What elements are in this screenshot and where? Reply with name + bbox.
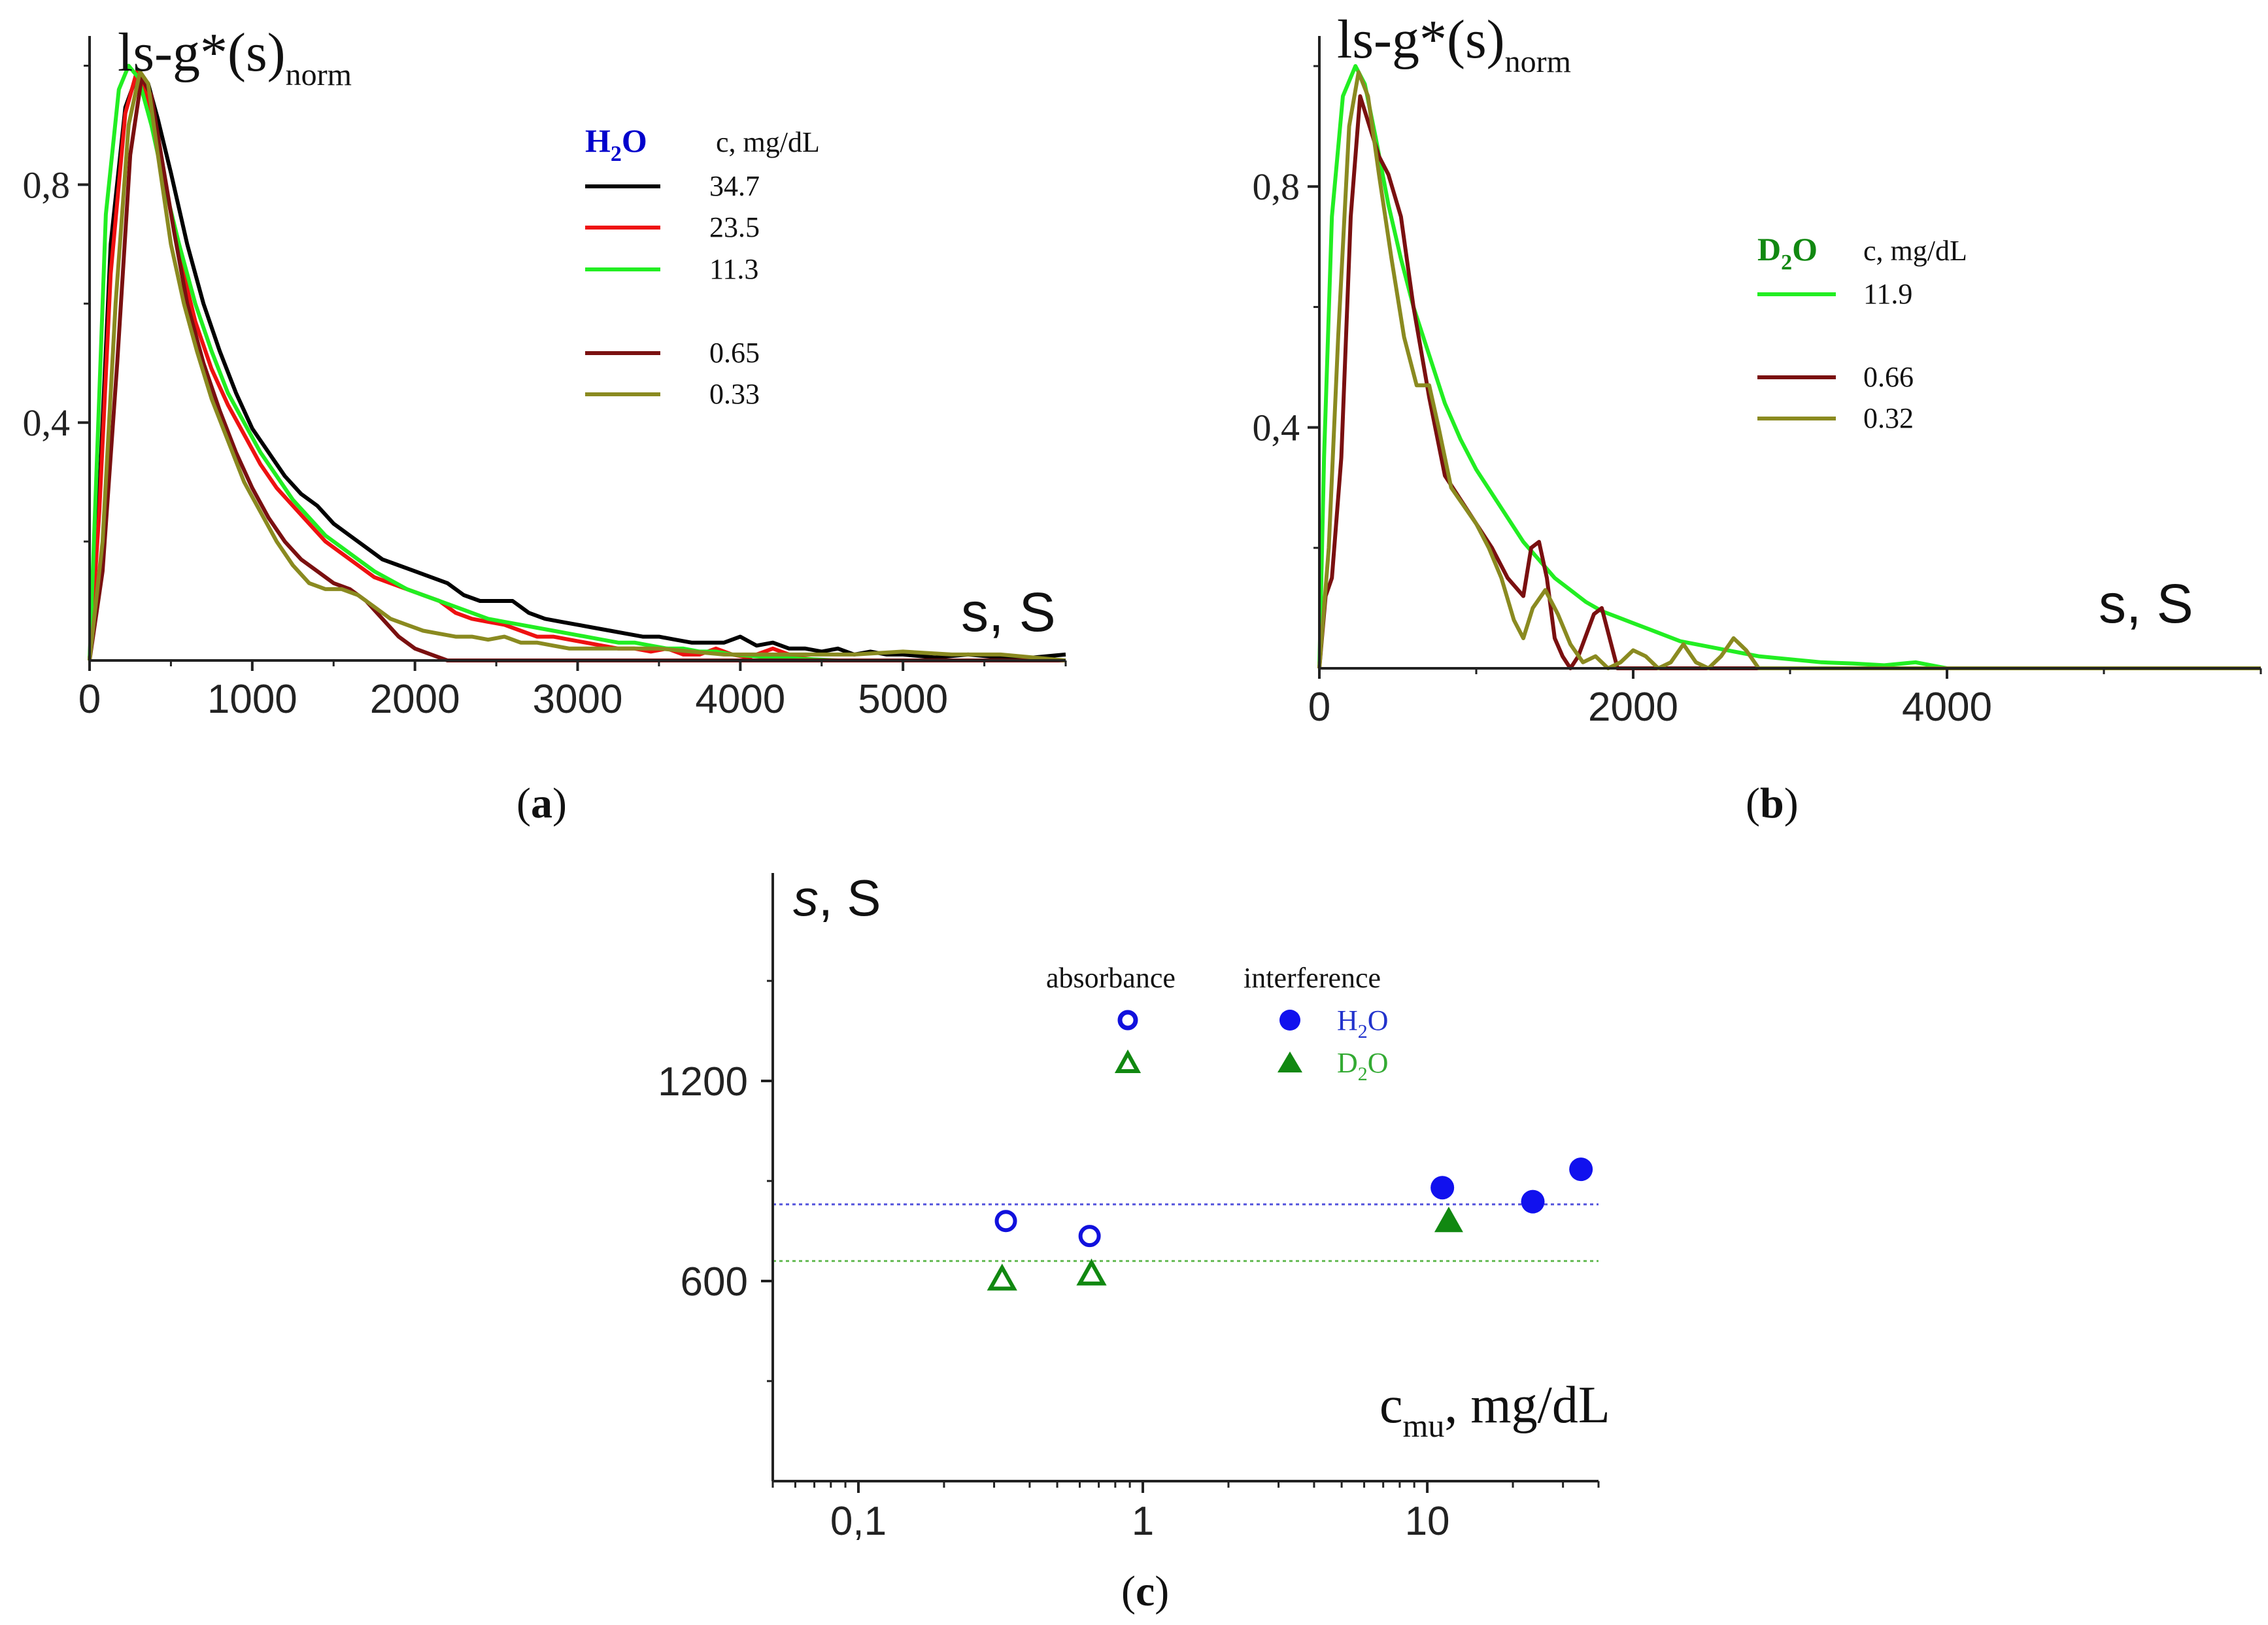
legend-filled-circle-marker bbox=[1279, 1010, 1300, 1031]
panel-a-ticks: 0 1000 2000 3000 4000 5000 0,4 0,8 bbox=[23, 64, 1067, 722]
panel-b-legend-label-0-32: 0.32 bbox=[1863, 402, 1914, 434]
panel-c-y-tick-label: 600 bbox=[681, 1259, 748, 1305]
panel-c-point-h2o-interference bbox=[1430, 1176, 1455, 1200]
panel-b-legend-label-0-66: 0.66 bbox=[1863, 361, 1914, 393]
panel-c-legend-d2o: D2O bbox=[1337, 1047, 1389, 1085]
panel-a-curves bbox=[88, 63, 1066, 662]
panel-a-x-tick-label: 1000 bbox=[207, 677, 297, 722]
panel-c-legend-absorbance: absorbance bbox=[1046, 962, 1176, 994]
legend-open-circle-marker bbox=[1117, 1010, 1138, 1031]
panel-b-series-0-32 bbox=[1317, 70, 2261, 670]
panel-c-x-tick-label: 0,1 bbox=[830, 1499, 887, 1544]
panel-c-markers bbox=[987, 1157, 1593, 1291]
panel-b-ticks: 0 2000 4000 0,4 0,8 bbox=[1253, 65, 2262, 730]
panel-b-x-tick-label: 4000 bbox=[1902, 685, 1992, 730]
panel-c-point-d2o-interference bbox=[1434, 1206, 1463, 1233]
panel-c-legend: absorbance interference H2O D2O bbox=[1046, 962, 1389, 1085]
panel-b-x-tick-label: 0 bbox=[1308, 685, 1330, 730]
panel-a-x-tick-label: 5000 bbox=[858, 677, 948, 722]
panel-a-x-tick-label: 4000 bbox=[695, 677, 785, 722]
panel-b-x-axis-label: s, S bbox=[2099, 573, 2193, 634]
panel-a-x-axis-label: s, S bbox=[961, 581, 1056, 643]
panel-a-legend: H2O c, mg/dL 34.7 23.5 11.3 0.65 0.33 bbox=[585, 122, 820, 410]
panel-c-y-axis-label: s, S bbox=[793, 869, 881, 927]
panel-a-series-34-7 bbox=[88, 69, 1066, 661]
panel-a-legend-solvent: H2O bbox=[585, 122, 647, 166]
panel-c-reference-lines bbox=[773, 1203, 1599, 1262]
panel-c-x-tick-label: 10 bbox=[1405, 1499, 1450, 1544]
panel-c-point-h2o-absorbance bbox=[994, 1210, 1017, 1233]
panel-c-x-tick-label: 1 bbox=[1132, 1499, 1154, 1544]
panel-a-series-0-65 bbox=[88, 75, 1066, 662]
panel-a-x-tick-label: 3000 bbox=[533, 677, 623, 722]
panel-b-legend-solvent: D2O bbox=[1757, 231, 1818, 275]
panel-a-x-tick-label: 0 bbox=[78, 677, 101, 722]
panel-a-legend-label-11-3: 11.3 bbox=[709, 253, 758, 285]
panel-a-legend-label-0-33: 0.33 bbox=[709, 378, 760, 410]
panel-a: 0 1000 2000 3000 4000 5000 0,4 0,8 ls-g*(s)norm… bbox=[23, 22, 1067, 827]
panel-a-y-tick-label: 0,8 bbox=[23, 163, 71, 206]
panel-c-legend-h2o: H2O bbox=[1337, 1004, 1389, 1042]
panel-b-y-axis-label: ls-g*(s)norm bbox=[1337, 9, 1571, 79]
panel-c-y-tick-label: 1200 bbox=[658, 1059, 748, 1104]
panel-c: 0,1 1 10 600 1200 s, S cmu, mg/dL absorbance… bbox=[658, 869, 1610, 1615]
panel-a-legend-label-0-65: 0.65 bbox=[709, 337, 760, 369]
panel-b-legend: D2O c, mg/dL 11.9 0.66 0.32 bbox=[1757, 231, 1967, 434]
panel-b-legend-label-11-9: 11.9 bbox=[1863, 278, 1912, 310]
panel-b-legend-header: c, mg/dL bbox=[1863, 235, 1967, 267]
panel-c-legend-interference: interference bbox=[1244, 962, 1381, 994]
panel-a-legend-label-34-7: 34.7 bbox=[709, 170, 760, 202]
panel-b: 0 2000 4000 0,4 0,8 ls-g*(s)norm s, S D2O c,… bbox=[1253, 9, 2262, 827]
panel-a-y-tick-label: 0,4 bbox=[23, 402, 71, 444]
panel-b-curves bbox=[1317, 64, 2261, 670]
panel-c-point-h2o-interference bbox=[1569, 1157, 1593, 1182]
panel-b-label: (b) bbox=[1746, 779, 1799, 827]
panel-a-y-axis-label: ls-g*(s)norm bbox=[118, 22, 352, 92]
panel-a-legend-label-23-5: 23.5 bbox=[709, 211, 760, 243]
panel-c-point-h2o-absorbance bbox=[1078, 1225, 1101, 1248]
panel-b-y-tick-label: 0,4 bbox=[1253, 407, 1300, 449]
panel-a-x-tick-label: 2000 bbox=[370, 677, 460, 722]
panel-b-x-tick-label: 2000 bbox=[1588, 685, 1678, 730]
panel-c-point-d2o-absorbance bbox=[987, 1263, 1017, 1291]
panel-b-y-tick-label: 0,8 bbox=[1253, 165, 1300, 208]
panel-a-series-0-33 bbox=[88, 69, 1066, 662]
panel-c-label: (c) bbox=[1121, 1567, 1169, 1615]
panel-c-point-d2o-absorbance bbox=[1076, 1258, 1107, 1286]
panel-c-ticks: 0,1 1 10 600 1200 bbox=[658, 980, 1600, 1544]
panel-b-legend-entries: 11.9 0.66 0.32 bbox=[1757, 278, 1914, 434]
legend-filled-triangle-marker bbox=[1278, 1052, 1302, 1072]
panel-a-legend-header: c, mg/dL bbox=[716, 126, 820, 158]
panel-c-x-axis-label: cmu, mg/dL bbox=[1379, 1377, 1610, 1444]
panel-a-legend-entries: 34.7 23.5 11.3 0.65 0.33 bbox=[585, 170, 760, 410]
panel-a-label: (a) bbox=[516, 779, 567, 827]
legend-open-triangle-marker bbox=[1114, 1049, 1142, 1073]
panel-c-point-h2o-interference bbox=[1521, 1189, 1545, 1214]
